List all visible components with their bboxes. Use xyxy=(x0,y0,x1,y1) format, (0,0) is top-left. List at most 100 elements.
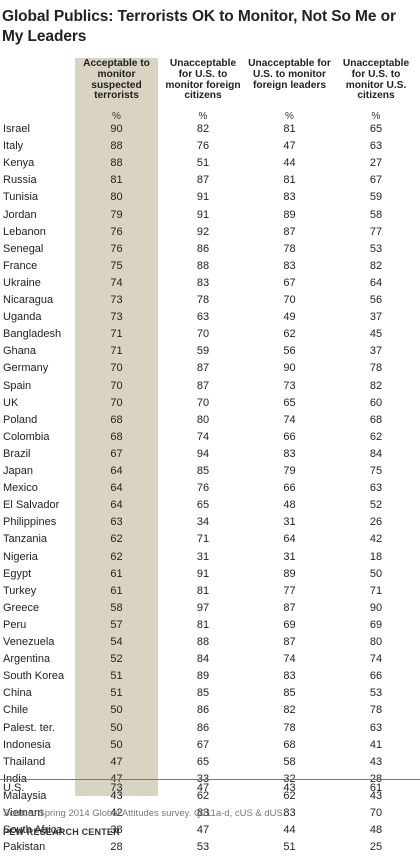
table-row: Chile 50 86 82 78 xyxy=(0,702,420,719)
value-cell: 58 xyxy=(283,755,296,768)
country-label: Indonesia xyxy=(3,738,51,751)
table-row: Greece 58 97 87 90 xyxy=(0,600,420,617)
table-row: Israel 90 82 81 65 xyxy=(0,121,420,138)
value-cell: 41 xyxy=(369,738,383,751)
country-label: Spain xyxy=(3,379,32,392)
value-cell: 47 xyxy=(110,772,123,785)
country-label: Bangladesh xyxy=(3,328,62,341)
country-label: U.S. xyxy=(3,782,25,794)
value-cell: 78 xyxy=(369,362,383,375)
value-cell: 66 xyxy=(283,482,296,495)
value-cell: 18 xyxy=(369,550,383,563)
header-unacceptable-us-citizens: Unacceptable for U.S. to monitor U.S. ci… xyxy=(342,58,410,102)
org-credit: PEW RESEARCH CENTER xyxy=(3,827,120,837)
country-label: Malaysia xyxy=(3,789,47,802)
table-row: Uganda 73 63 49 37 xyxy=(0,309,420,326)
value-cell: 80 xyxy=(369,636,383,648)
table-row: South Korea 51 89 83 66 xyxy=(0,668,420,685)
value-cell: 78 xyxy=(283,242,296,255)
country-label: Egypt xyxy=(3,567,32,580)
value-cell: 53 xyxy=(369,242,383,255)
value-cell: 62 xyxy=(283,789,296,802)
value-cell: 83 xyxy=(283,259,296,272)
value-cell: 38 xyxy=(110,824,123,837)
table-row: Argentina 52 84 74 74 xyxy=(0,651,420,668)
value-cell: 62 xyxy=(196,789,210,802)
value-cell: 56 xyxy=(283,345,296,358)
value-cell: 84 xyxy=(196,653,210,666)
country-label: Italy xyxy=(3,140,24,153)
value-cell: 87 xyxy=(283,225,296,238)
country-label: Colombia xyxy=(3,430,50,443)
value-cell: 70 xyxy=(369,807,383,819)
country-label: Vietnam xyxy=(3,807,44,819)
value-cell: 78 xyxy=(369,704,383,717)
value-cell: 33 xyxy=(196,772,210,785)
value-cell: 59 xyxy=(196,345,210,358)
value-cell: 74 xyxy=(283,413,296,426)
country-label: Tanzania xyxy=(3,533,48,546)
country-label: South Korea xyxy=(3,670,65,683)
value-cell: 48 xyxy=(283,499,296,512)
value-cell: 68 xyxy=(283,738,296,751)
value-cell: 70 xyxy=(283,294,296,306)
value-cell: 85 xyxy=(283,687,296,700)
value-cell: 90 xyxy=(369,601,383,614)
value-cell: 65 xyxy=(196,755,210,768)
value-cell: 47 xyxy=(196,824,210,837)
value-cell: 54 xyxy=(110,636,123,648)
value-cell: 62 xyxy=(110,533,123,546)
table-row: UK 70 70 65 60 xyxy=(0,395,420,412)
value-cell: 74 xyxy=(110,276,123,289)
chart-title: Global Publics: Terrorists OK to Monitor… xyxy=(2,8,396,45)
value-cell: 87 xyxy=(283,636,296,648)
value-cell: 70 xyxy=(110,379,123,392)
value-cell: 82 xyxy=(369,379,383,392)
country-label: Tunisia xyxy=(3,191,39,204)
table-row: Nicaragua 73 78 70 56 xyxy=(0,292,420,309)
value-cell: 87 xyxy=(196,174,210,187)
table-row: Brazil 67 94 83 84 xyxy=(0,446,420,463)
country-label: El Salvador xyxy=(3,499,60,512)
value-cell: 76 xyxy=(196,140,210,153)
value-cell: 76 xyxy=(110,225,123,238)
value-cell: 70 xyxy=(110,396,123,409)
country-label: France xyxy=(3,259,38,272)
country-label: Ukraine xyxy=(3,276,41,289)
table-row: Tunisia 80 91 83 59 xyxy=(0,189,420,206)
country-label: Argentina xyxy=(3,653,51,666)
value-cell: 42 xyxy=(110,807,123,819)
table-row: Ukraine 74 83 67 64 xyxy=(0,275,420,292)
value-cell: 43 xyxy=(369,755,383,768)
value-cell: 37 xyxy=(369,311,383,324)
country-label: Brazil xyxy=(3,447,31,460)
table-row: El Salvador 64 65 48 52 xyxy=(0,497,420,514)
value-cell: 63 xyxy=(110,516,123,529)
value-cell: 85 xyxy=(196,465,210,477)
country-label: Russia xyxy=(3,174,37,187)
value-cell: 83 xyxy=(283,191,296,204)
table-row: Vietnam 42 83 83 70 xyxy=(0,805,420,822)
table-row: Colombia 68 74 66 62 xyxy=(0,429,420,446)
value-cell: 49 xyxy=(283,311,296,324)
value-cell: 70 xyxy=(196,396,210,409)
value-cell: 77 xyxy=(283,584,296,597)
value-cell: 78 xyxy=(196,294,210,306)
table-row: Egypt 61 91 89 50 xyxy=(0,566,420,583)
unit-label: % xyxy=(198,111,208,122)
value-cell: 78 xyxy=(283,721,296,734)
country-label: Germany xyxy=(3,362,49,375)
value-cell: 31 xyxy=(283,550,296,563)
value-cell: 67 xyxy=(369,174,383,187)
table-row: Tanzania 62 71 64 42 xyxy=(0,531,420,548)
value-cell: 64 xyxy=(110,465,123,477)
country-label: Chile xyxy=(3,704,29,717)
value-cell: 71 xyxy=(110,328,123,341)
table-row: Palest. ter. 50 86 78 63 xyxy=(0,720,420,737)
value-cell: 79 xyxy=(110,208,123,221)
country-label: Philippines xyxy=(3,516,57,529)
value-cell: 79 xyxy=(283,465,296,477)
value-cell: 66 xyxy=(369,670,383,683)
value-cell: 63 xyxy=(369,140,383,153)
table-row: Mexico 64 76 66 63 xyxy=(0,480,420,497)
